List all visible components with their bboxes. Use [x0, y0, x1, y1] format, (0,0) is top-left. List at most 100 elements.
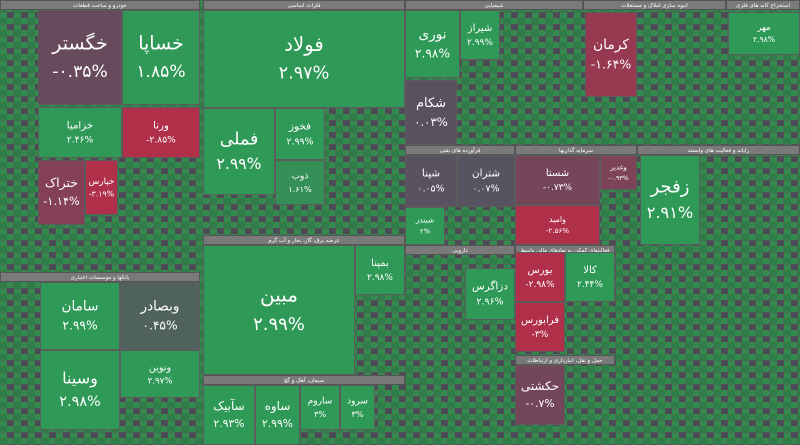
tile-value: ۲.۴۴% [577, 280, 603, 290]
tile-value: -۲.۵۶% [546, 226, 569, 235]
tile-name: ونوین [149, 362, 171, 373]
tile [515, 155, 600, 205]
tile-name: فملی [220, 129, 259, 149]
tile-value: ۲.۴۶% [67, 135, 94, 146]
tile [728, 12, 800, 55]
sector-title: عرضه برق، گاز، بخار و آب گرم [268, 237, 340, 244]
tile-value: ۲.۹۹% [216, 154, 261, 173]
tile [203, 108, 275, 195]
tile-value: ۳% [351, 409, 363, 419]
tile-name: حکشتی [521, 379, 559, 393]
tile [515, 365, 565, 425]
tile-name: ذوب [292, 172, 309, 182]
tile [203, 10, 405, 108]
tile [457, 155, 515, 207]
tile [38, 107, 122, 158]
tile [275, 108, 325, 160]
tile-value: -۰.۷۳% [543, 183, 573, 193]
tile-value: -۳% [532, 330, 549, 340]
tile-value: ۰.۰۷% [473, 183, 500, 194]
tile [122, 107, 200, 158]
tile-value: -۰.۷% [525, 397, 554, 410]
tile [38, 10, 122, 105]
tile [275, 160, 325, 205]
tile-name: شستا [546, 168, 569, 179]
tile [405, 10, 460, 78]
tile [585, 12, 637, 97]
tile-name: شتران [472, 168, 500, 180]
sector-title: حمل و نقل، انبارداری و ارتباطات [527, 358, 602, 364]
tile [40, 282, 120, 350]
tile-value: -۱.۱۴% [43, 195, 80, 208]
tile [405, 155, 457, 207]
tile-value: ۲.۹۸% [415, 47, 450, 61]
sector-title: انبوه سازی املاک و مستغلات [621, 2, 688, 9]
tile-name: خپارس [89, 177, 115, 187]
sector-title: فلزات اساسی [288, 3, 321, 9]
tile [565, 252, 615, 302]
tile [405, 207, 445, 245]
tile-value: ۲.۹۹% [62, 319, 97, 333]
sector-title: بانکها و موسسات اعتباری [71, 274, 130, 281]
tile-name: شیراز [467, 23, 493, 34]
sector-header [203, 375, 405, 385]
sector-header [583, 0, 726, 10]
sector-header [515, 145, 637, 155]
tile-name: ساوه [265, 399, 291, 414]
sector-header [405, 245, 515, 255]
tile-name: سرود [347, 397, 368, 407]
tile-name: ساروم [308, 397, 333, 407]
tile-name: وبصادر [140, 298, 180, 314]
tile-value: ۲.۹۳% [213, 417, 244, 430]
tile-name: وسینا [62, 368, 98, 388]
tile-name: بمپنا [371, 258, 389, 269]
sector-header [203, 235, 405, 245]
tile-value: ۰.۴۵% [142, 319, 177, 333]
tile-name: ختراک [45, 175, 78, 191]
tile [122, 10, 200, 105]
tile [85, 160, 118, 215]
sector-title: فرآورده های نفتی [440, 147, 481, 154]
tile-name: شبندر [415, 216, 435, 225]
tile-value: ۲.۹۹% [262, 417, 293, 430]
tile [465, 268, 515, 320]
tile-value: ۱.۶۱% [288, 184, 312, 194]
tile-value: ۲.۹۹% [253, 314, 305, 335]
sector-header [405, 145, 515, 155]
sector-header [515, 355, 615, 365]
tile-name: ورنا [153, 120, 169, 131]
tile [120, 282, 200, 350]
tile [515, 205, 600, 245]
tile-name: خساپا [138, 33, 184, 55]
tile-value: ۲.۹۹% [287, 136, 314, 147]
tile-name: سامان [62, 298, 99, 314]
tile-name: فولاد [284, 33, 323, 56]
sector-title: شیمیایی [485, 3, 504, 9]
tile-value: ۲.۹۸% [59, 394, 100, 410]
tile [255, 385, 300, 445]
sector-title: فعالیتهای کمکی به نهادهای مالی واسط [520, 247, 609, 254]
tile-name: کرمان [593, 37, 629, 53]
tile [340, 385, 375, 430]
tile-value: -۲.۹۸% [525, 280, 555, 290]
tile-name: فخوز [288, 121, 311, 133]
tile-name: وغدیر [609, 164, 627, 172]
tile [355, 245, 405, 295]
tile [515, 302, 565, 352]
tile-value: ۱.۸۵% [136, 62, 185, 82]
tile [405, 80, 457, 145]
tile [40, 350, 120, 430]
tile-name: خگستر [51, 32, 107, 55]
tile-value: -۰.۹۳% [608, 175, 628, 182]
tile-name: کالا [583, 265, 597, 276]
sector-header [203, 0, 405, 10]
tile-name: نوری [418, 26, 446, 42]
tile [203, 385, 255, 445]
tile-name: فرابورس [521, 315, 559, 326]
tile-value: ۰.۰۵% [418, 183, 445, 194]
tile [600, 155, 637, 190]
sector-title: خودرو و ساخت قطعات [73, 3, 127, 9]
sector-header [405, 0, 583, 10]
tile [640, 155, 700, 245]
tile-value: -۱.۶۴% [591, 56, 632, 71]
